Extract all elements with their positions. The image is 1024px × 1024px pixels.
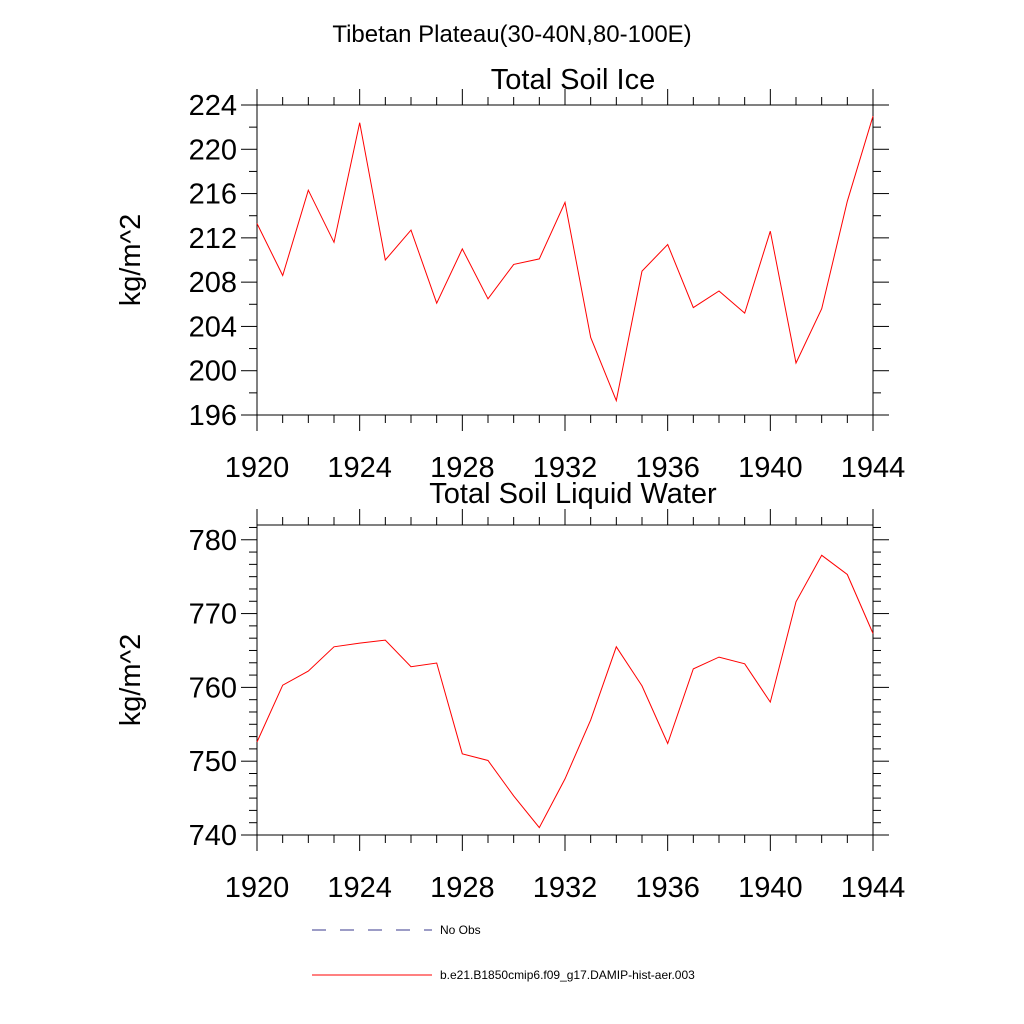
- y-tick-label: 780: [189, 525, 237, 557]
- y-axis-label: kg/m^2: [115, 214, 147, 307]
- x-tick-label: 1944: [841, 452, 906, 484]
- panel-total-soil-liquid-water: Total Soil Liquid Water 740 750 760 770 780 19…: [115, 478, 905, 904]
- legend: No Obs b.e21.B1850cmip6.f09_g17.DAMIP-hi…: [312, 923, 695, 982]
- x-tick-label: 1932: [533, 452, 598, 484]
- y-tick-label: 750: [189, 746, 237, 778]
- figure-suptitle: Tibetan Plateau(30-40N,80-100E): [332, 21, 691, 48]
- x-tick-label: 1928: [430, 872, 495, 904]
- x-tick-label: 1924: [327, 872, 392, 904]
- x-tick-label: 1924: [327, 452, 392, 484]
- panel-total-soil-ice: Total Soil Ice 196 200 204 208 212 216 220 224 19…: [115, 64, 905, 484]
- y-tick-label: 200: [189, 356, 237, 388]
- x-tick-label: 1936: [635, 872, 700, 904]
- y-tick-label: 760: [189, 672, 237, 704]
- y-tick-label: 208: [189, 267, 237, 299]
- series-line: [256, 554, 874, 829]
- y-axis-label: kg/m^2: [115, 634, 147, 727]
- legend-label-no-obs: No Obs: [440, 923, 481, 937]
- plot-frame: [256, 104, 874, 416]
- x-tick-label: 1940: [738, 872, 803, 904]
- y-tick-label: 216: [189, 179, 237, 211]
- y-tick-label: 204: [189, 311, 237, 343]
- x-tick-label: 1936: [635, 452, 700, 484]
- x-tick-label: 1932: [533, 872, 598, 904]
- plot-frame: [256, 524, 874, 836]
- panel-title: Total Soil Liquid Water: [429, 478, 717, 510]
- legend-label-model: b.e21.B1850cmip6.f09_g17.DAMIP-hist-aer.…: [440, 968, 695, 982]
- series-line: [256, 115, 874, 403]
- y-tick-label: 224: [189, 90, 237, 122]
- x-tick-label: 1940: [738, 452, 803, 484]
- x-tick-label: 1920: [225, 452, 290, 484]
- x-tick-label: 1928: [430, 452, 495, 484]
- panel-title: Total Soil Ice: [491, 64, 655, 96]
- y-tick-label: 212: [189, 223, 237, 255]
- y-tick-label: 740: [189, 820, 237, 852]
- y-tick-label: 770: [189, 599, 237, 631]
- y-tick-label: 196: [189, 400, 237, 432]
- y-tick-label: 220: [189, 134, 237, 166]
- x-tick-label: 1920: [225, 872, 290, 904]
- x-tick-label: 1944: [841, 872, 906, 904]
